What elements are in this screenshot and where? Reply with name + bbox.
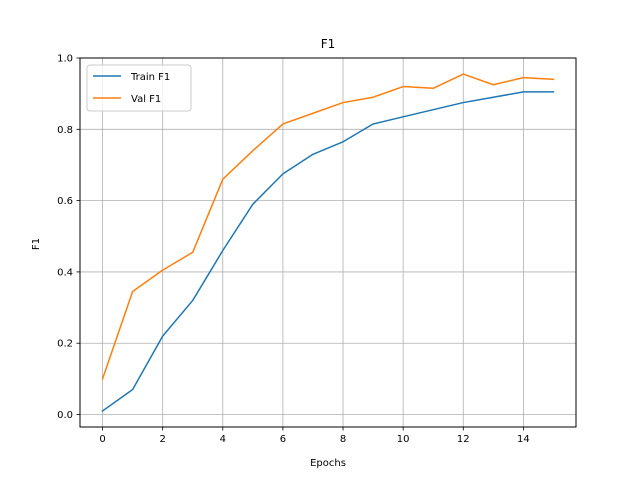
x-tick-label: 2 [159, 434, 165, 445]
legend-label-val-f1: Val F1 [131, 94, 161, 105]
x-tick-label: 4 [220, 434, 226, 445]
y-tick-label: 0.8 [57, 125, 73, 136]
y-axis-label: F1 [31, 238, 42, 250]
grid [80, 57, 576, 427]
x-tick-label: 6 [280, 434, 286, 445]
y-tick-label: 0.4 [57, 267, 73, 278]
chart-title: F1 [321, 37, 336, 51]
x-axis-ticks: 0 2 4 6 8 10 12 14 [99, 427, 530, 445]
x-axis-label: Epochs [310, 458, 346, 469]
y-axis-ticks: 0.0 0.2 0.4 0.6 0.8 1.0 [57, 54, 80, 421]
plot-frame [79, 57, 577, 428]
x-tick-label: 0 [99, 434, 105, 445]
legend: Train F1 Val F1 [86, 64, 192, 112]
series-lines [101, 73, 555, 413]
y-tick-label: 0.6 [57, 196, 73, 207]
y-tick-label: 1.0 [57, 54, 73, 65]
x-tick-label: 8 [340, 434, 346, 445]
y-tick-label: 0.2 [57, 339, 73, 350]
series-line-val-f1 [101, 73, 555, 380]
y-tick-label: 0.0 [57, 410, 73, 421]
x-tick-label: 14 [517, 434, 530, 445]
legend-label-train-f1: Train F1 [130, 72, 170, 83]
series-line-train-f1 [101, 91, 555, 413]
x-tick-label: 10 [397, 434, 410, 445]
x-tick-label: 12 [457, 434, 470, 445]
